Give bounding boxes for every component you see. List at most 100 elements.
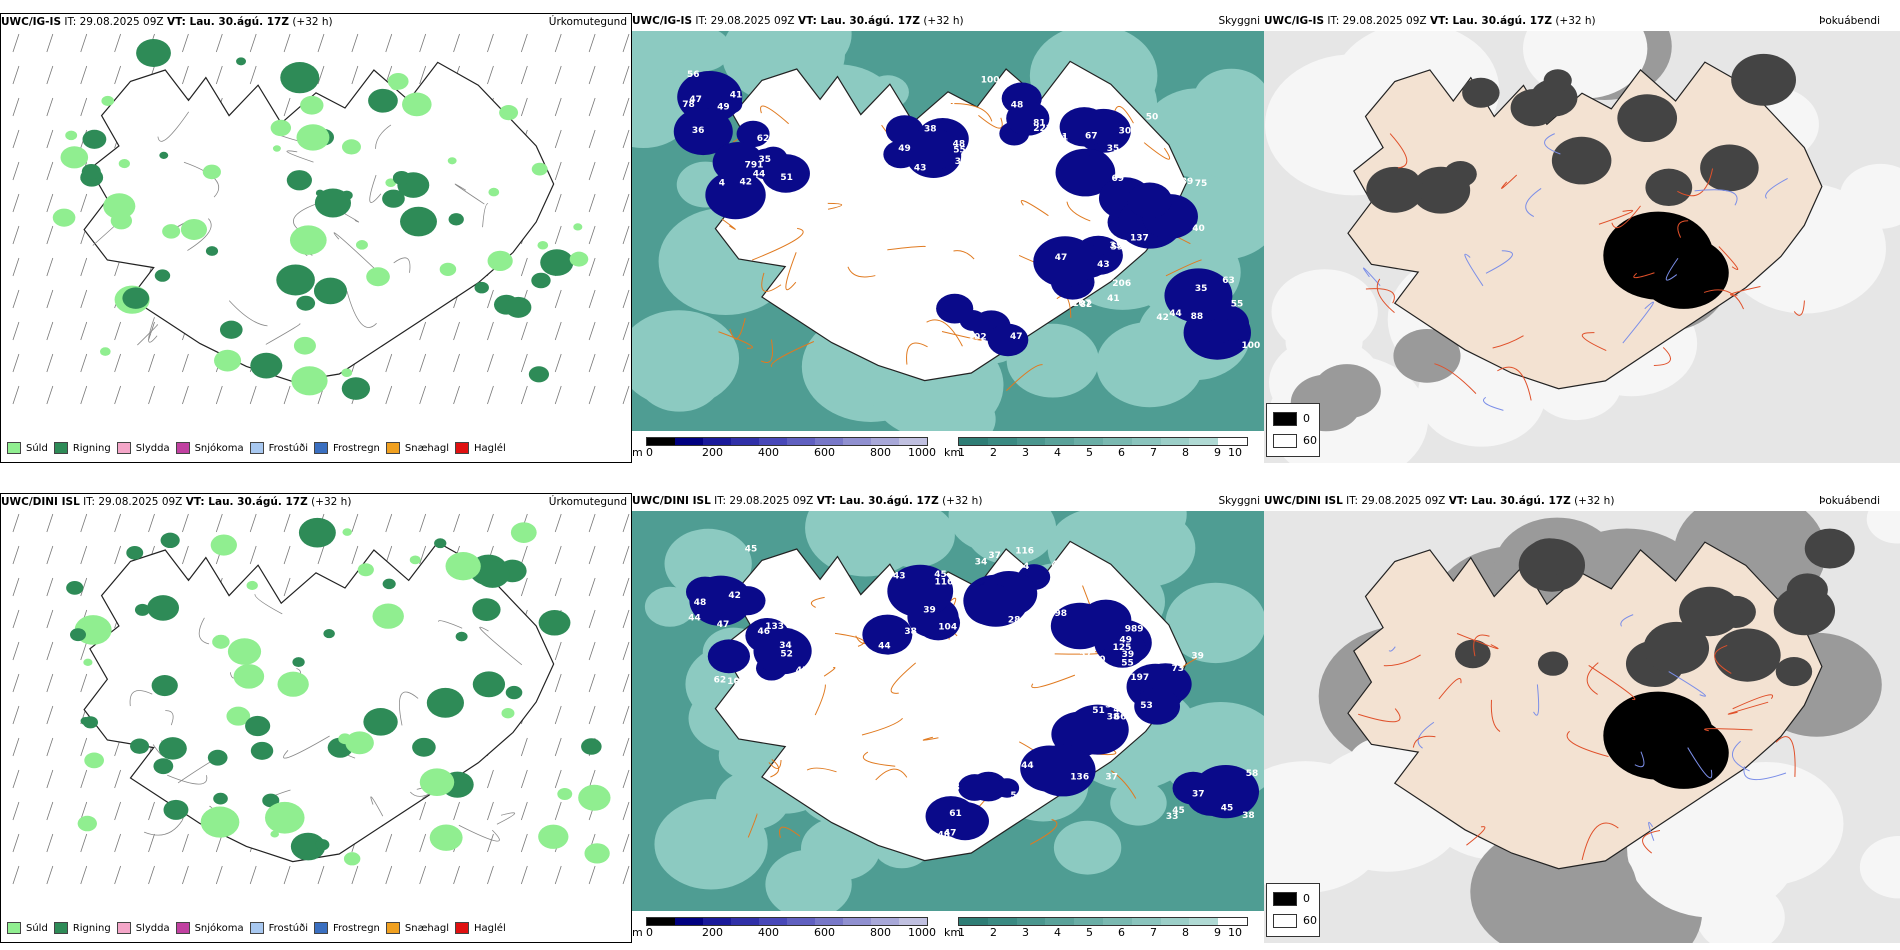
cloud-base-label: 45 [745, 544, 758, 554]
precip-panel-dini: UWC/DINI ISL IT: 29.08.2025 09Z VT: Lau.… [0, 493, 632, 943]
wind-barb [46, 865, 54, 885]
low-cloud-area [1050, 602, 1110, 650]
cloud-base-label: 38 [904, 627, 917, 637]
precip-area [296, 295, 316, 311]
scale-tick: 9 [1214, 926, 1221, 939]
wind-barb [487, 385, 494, 405]
wind-barb [12, 705, 20, 725]
road-line [129, 690, 153, 707]
wind-barb [622, 321, 630, 341]
wind-barb [554, 161, 562, 181]
wind-barb [114, 833, 121, 853]
precip-area [426, 687, 464, 718]
iceland-coastline [83, 541, 555, 863]
wind-barb [520, 577, 528, 597]
cloud-base-label: 35 [1107, 144, 1120, 154]
wind-barb [622, 193, 630, 213]
road-line [721, 218, 736, 230]
wind-barb [80, 801, 88, 821]
wind-barb [622, 65, 630, 85]
road-line [370, 796, 384, 817]
road-river-line [1389, 133, 1408, 169]
wind-barb [351, 865, 359, 885]
road-river-line [1611, 205, 1641, 229]
precip-area [296, 124, 330, 151]
color-bin [1218, 918, 1247, 925]
low-cloud-area [689, 575, 753, 626]
cloud-base-label: 116 [1015, 547, 1034, 557]
model-name: UWC/DINI ISL [1264, 495, 1343, 507]
color-bin [843, 438, 871, 445]
cloud-base-label: 63 [1222, 276, 1235, 286]
low-cloud-area [941, 802, 989, 841]
color-bin [731, 918, 759, 925]
road-river-line [1482, 396, 1504, 411]
cloud-base-label: 40 [1192, 224, 1205, 234]
color-bin [787, 438, 815, 445]
wind-barb [588, 257, 596, 277]
scale-tick: 4 [1054, 926, 1061, 939]
scale-tick: 2 [990, 926, 997, 939]
wind-barb [588, 641, 596, 661]
wind-barb [588, 865, 596, 885]
wind-barb [148, 833, 155, 853]
scale-tick: 3 [1022, 926, 1029, 939]
precip-area [236, 57, 246, 66]
fog-patch [1271, 269, 1378, 355]
cloud-base-label: 41 [936, 279, 949, 289]
cloud-base-label: 34 [779, 641, 792, 651]
model-name: UWC/IG-IS [632, 15, 693, 27]
wind-barb [283, 513, 291, 533]
sky-scale-km: km 1 2 3 4 5 6 7 8 9 10 [944, 917, 1262, 939]
cloud-base-label: 136 [1070, 773, 1089, 783]
road-river-line [1718, 246, 1739, 271]
road-line [978, 115, 1003, 129]
cloud-base-label: 33 [955, 157, 968, 167]
precip-area [66, 580, 84, 595]
precip-area [290, 832, 326, 861]
cloud-base-label: 41 [730, 91, 743, 101]
cloud-base-label: 39 [1122, 650, 1135, 660]
wind-barb [249, 865, 257, 885]
wind-barb [46, 833, 54, 853]
wind-barb [622, 129, 630, 149]
road-line [265, 323, 301, 345]
cloud-base-label: 102 [968, 333, 987, 343]
wind-barb [46, 545, 54, 565]
wind-barb [622, 225, 630, 245]
wind-barb [148, 385, 155, 405]
sea-visibility-patch [636, 343, 723, 412]
precip-area [409, 555, 421, 565]
precip-area [528, 366, 550, 383]
precip-area [573, 223, 583, 231]
low-cloud-area [904, 127, 959, 171]
wind-barb [588, 33, 596, 53]
wind-barb [419, 833, 427, 853]
wind-barb [622, 801, 630, 821]
road-line [760, 339, 774, 363]
cloud-base-label: 34 [1017, 562, 1030, 572]
road-line [1143, 142, 1170, 160]
sky-panel-ig: UWC/IG-IS IT: 29.08.2025 09Z VT: Lau. 30… [632, 13, 1264, 463]
road-river-line [1703, 289, 1745, 310]
cloud-base-label: 49 [898, 144, 911, 154]
precip-area [342, 528, 352, 536]
scale-tick: 400 [758, 446, 779, 459]
fog-panel-dini: UWC/DINI ISL IT: 29.08.2025 09Z VT: Lau.… [1264, 493, 1900, 943]
scale-tick: 600 [814, 926, 835, 939]
cloud-base-label: 67 [1012, 279, 1025, 289]
fog-legend: 0 60 [1266, 403, 1320, 457]
precip-area [200, 806, 240, 838]
wind-barb [114, 801, 121, 821]
road-line [751, 227, 804, 261]
road-line [847, 266, 876, 278]
wind-barb [588, 97, 596, 117]
road-line [814, 684, 826, 716]
road-line [1066, 201, 1091, 222]
cloud-base-label: 88 [1191, 312, 1204, 322]
precip-area [300, 95, 324, 115]
scale-tick: 1000 [908, 446, 936, 459]
legend-label: Slydda [135, 442, 170, 454]
road-line [1006, 364, 1043, 392]
